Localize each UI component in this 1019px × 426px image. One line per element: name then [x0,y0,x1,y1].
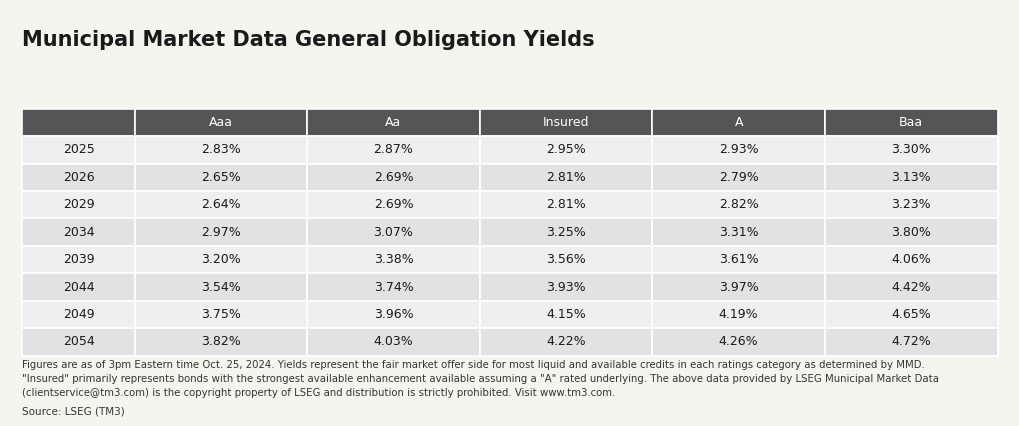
Text: 4.42%: 4.42% [891,281,930,294]
Text: 3.74%: 3.74% [373,281,413,294]
Text: 3.31%: 3.31% [718,226,758,239]
Text: 3.07%: 3.07% [373,226,413,239]
Text: 2.81%: 2.81% [545,171,585,184]
Text: 4.15%: 4.15% [545,308,585,321]
Text: A: A [734,116,742,129]
Text: 4.65%: 4.65% [891,308,930,321]
Text: 2.82%: 2.82% [718,198,758,211]
Text: 3.20%: 3.20% [201,253,240,266]
Text: 3.93%: 3.93% [546,281,585,294]
Text: 2.93%: 2.93% [718,143,758,156]
Text: 2.97%: 2.97% [201,226,240,239]
Text: Baa: Baa [899,116,922,129]
Text: 3.13%: 3.13% [891,171,930,184]
Text: 2.81%: 2.81% [545,198,585,211]
Text: 3.75%: 3.75% [201,308,240,321]
Text: 3.80%: 3.80% [891,226,930,239]
Text: 2044: 2044 [62,281,94,294]
Text: 3.96%: 3.96% [373,308,413,321]
Text: 2.87%: 2.87% [373,143,413,156]
Text: 3.25%: 3.25% [545,226,585,239]
Text: 4.72%: 4.72% [891,336,930,348]
Text: Aa: Aa [385,116,401,129]
Text: 2049: 2049 [62,308,94,321]
Text: 2026: 2026 [62,171,94,184]
Text: 3.54%: 3.54% [201,281,240,294]
Text: Insured: Insured [542,116,589,129]
Text: 3.23%: 3.23% [891,198,930,211]
Text: 2025: 2025 [62,143,95,156]
Text: 3.30%: 3.30% [891,143,930,156]
Text: 4.26%: 4.26% [718,336,758,348]
Text: 2034: 2034 [62,226,94,239]
Text: Aaa: Aaa [209,116,232,129]
Text: 3.97%: 3.97% [718,281,758,294]
Text: Municipal Market Data General Obligation Yields: Municipal Market Data General Obligation… [22,30,594,50]
Text: 2.79%: 2.79% [718,171,758,184]
Text: 2.95%: 2.95% [545,143,585,156]
Text: Source: LSEG (TM3): Source: LSEG (TM3) [22,407,125,417]
Text: 4.19%: 4.19% [718,308,758,321]
Text: 2.69%: 2.69% [373,171,413,184]
Text: 2.65%: 2.65% [201,171,240,184]
Text: 3.56%: 3.56% [545,253,585,266]
Text: 4.06%: 4.06% [891,253,930,266]
Text: 2029: 2029 [62,198,94,211]
Text: 3.61%: 3.61% [718,253,758,266]
Text: 3.38%: 3.38% [373,253,413,266]
Text: 4.03%: 4.03% [373,336,413,348]
Text: Figures are as of 3pm Eastern time Oct. 25, 2024. Yields represent the fair mark: Figures are as of 3pm Eastern time Oct. … [22,360,938,398]
Text: 2054: 2054 [62,336,95,348]
Text: 4.22%: 4.22% [546,336,585,348]
Text: 2.69%: 2.69% [373,198,413,211]
Text: 2039: 2039 [62,253,94,266]
Text: 2.83%: 2.83% [201,143,240,156]
Text: 3.82%: 3.82% [201,336,240,348]
Text: 2.64%: 2.64% [201,198,240,211]
